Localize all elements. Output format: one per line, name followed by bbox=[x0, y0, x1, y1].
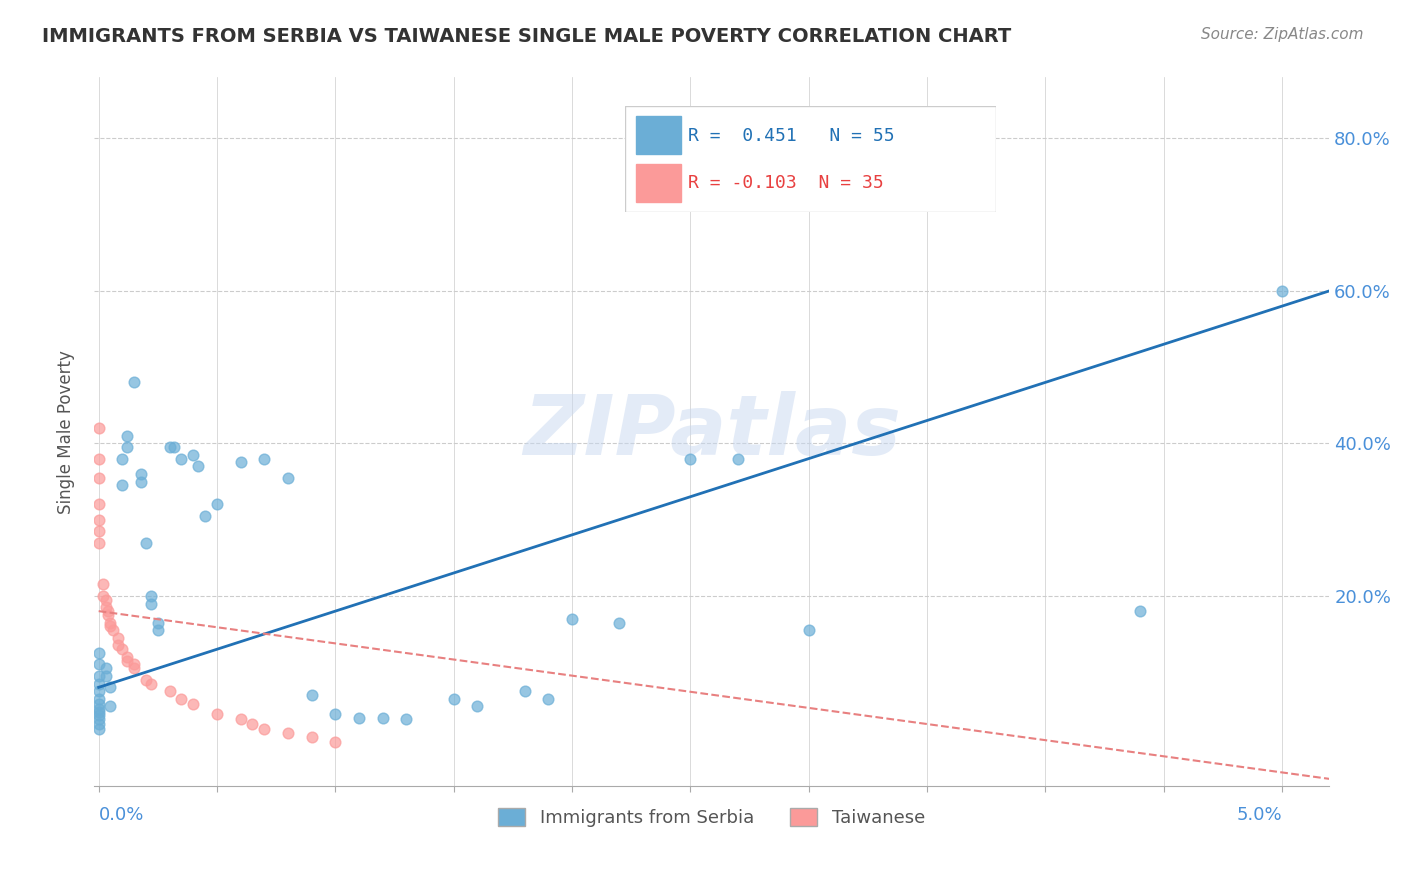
Point bbox=[135, 535, 157, 549]
Point bbox=[139, 597, 162, 611]
Point bbox=[100, 619, 122, 633]
Text: Source: ZipAtlas.com: Source: ZipAtlas.com bbox=[1201, 27, 1364, 42]
Point bbox=[139, 589, 162, 603]
Point bbox=[513, 684, 536, 698]
Point bbox=[229, 455, 252, 469]
Point bbox=[170, 691, 193, 706]
Text: ZIPatlas: ZIPatlas bbox=[523, 392, 900, 473]
Point bbox=[129, 467, 152, 481]
Point bbox=[87, 535, 110, 549]
Point bbox=[87, 705, 110, 719]
Point bbox=[94, 669, 117, 683]
Point bbox=[170, 451, 193, 466]
Point bbox=[277, 471, 299, 485]
Point bbox=[94, 600, 117, 615]
Point bbox=[277, 726, 299, 740]
Point bbox=[115, 440, 138, 454]
Point bbox=[100, 681, 122, 695]
Point bbox=[97, 607, 120, 622]
Point bbox=[101, 623, 124, 637]
Point bbox=[727, 451, 749, 466]
Text: IMMIGRANTS FROM SERBIA VS TAIWANESE SINGLE MALE POVERTY CORRELATION CHART: IMMIGRANTS FROM SERBIA VS TAIWANESE SING… bbox=[42, 27, 1011, 45]
Point bbox=[115, 654, 138, 668]
Point bbox=[87, 646, 110, 660]
Point bbox=[111, 451, 134, 466]
Point bbox=[87, 676, 110, 690]
Point bbox=[87, 669, 110, 683]
Point bbox=[253, 451, 276, 466]
Point bbox=[93, 577, 115, 591]
Point bbox=[87, 471, 110, 485]
Point bbox=[301, 730, 323, 744]
Point bbox=[242, 717, 264, 731]
Point bbox=[111, 642, 134, 657]
Point bbox=[122, 661, 145, 675]
Point bbox=[87, 697, 110, 711]
Point bbox=[537, 691, 560, 706]
Point bbox=[107, 639, 129, 653]
Point bbox=[181, 448, 204, 462]
Point bbox=[94, 661, 117, 675]
Point bbox=[187, 459, 209, 474]
Point bbox=[159, 440, 181, 454]
Point bbox=[87, 712, 110, 726]
Text: 0.0%: 0.0% bbox=[98, 805, 143, 823]
Point bbox=[1129, 604, 1152, 618]
Point bbox=[146, 615, 169, 630]
Point bbox=[1271, 284, 1294, 298]
Y-axis label: Single Male Poverty: Single Male Poverty bbox=[58, 350, 75, 514]
Point bbox=[181, 697, 204, 711]
Point bbox=[163, 440, 186, 454]
Point bbox=[443, 691, 465, 706]
Point bbox=[115, 429, 138, 443]
Point bbox=[87, 717, 110, 731]
Point bbox=[115, 649, 138, 664]
Point bbox=[87, 691, 110, 706]
Point bbox=[97, 604, 120, 618]
Point bbox=[87, 707, 110, 722]
Point bbox=[301, 688, 323, 702]
Point bbox=[146, 623, 169, 637]
Point bbox=[159, 684, 181, 698]
Point bbox=[395, 712, 418, 726]
Point bbox=[129, 475, 152, 489]
Point bbox=[93, 589, 115, 603]
Point bbox=[87, 684, 110, 698]
Point bbox=[323, 707, 346, 722]
Point bbox=[253, 723, 276, 737]
Point bbox=[194, 508, 217, 523]
Legend: Immigrants from Serbia, Taiwanese: Immigrants from Serbia, Taiwanese bbox=[491, 800, 932, 834]
Point bbox=[561, 612, 583, 626]
Point bbox=[94, 592, 117, 607]
Point bbox=[87, 524, 110, 538]
Point bbox=[87, 657, 110, 672]
Text: 5.0%: 5.0% bbox=[1236, 805, 1282, 823]
Point bbox=[87, 723, 110, 737]
Point bbox=[135, 673, 157, 687]
Point bbox=[87, 702, 110, 716]
Point bbox=[347, 711, 370, 725]
Point bbox=[139, 676, 162, 690]
Point bbox=[122, 657, 145, 672]
Point bbox=[87, 421, 110, 435]
Point bbox=[87, 497, 110, 511]
Point bbox=[111, 478, 134, 492]
Point bbox=[797, 623, 820, 637]
Point bbox=[371, 711, 394, 725]
Point bbox=[100, 615, 122, 630]
Point bbox=[323, 735, 346, 749]
Point bbox=[87, 513, 110, 527]
Point bbox=[229, 712, 252, 726]
Point bbox=[107, 631, 129, 645]
Point bbox=[122, 376, 145, 390]
Point bbox=[205, 497, 228, 511]
Point bbox=[100, 699, 122, 714]
Point bbox=[87, 451, 110, 466]
Point bbox=[607, 615, 630, 630]
Point bbox=[465, 699, 488, 714]
Point bbox=[679, 451, 702, 466]
Point bbox=[205, 707, 228, 722]
